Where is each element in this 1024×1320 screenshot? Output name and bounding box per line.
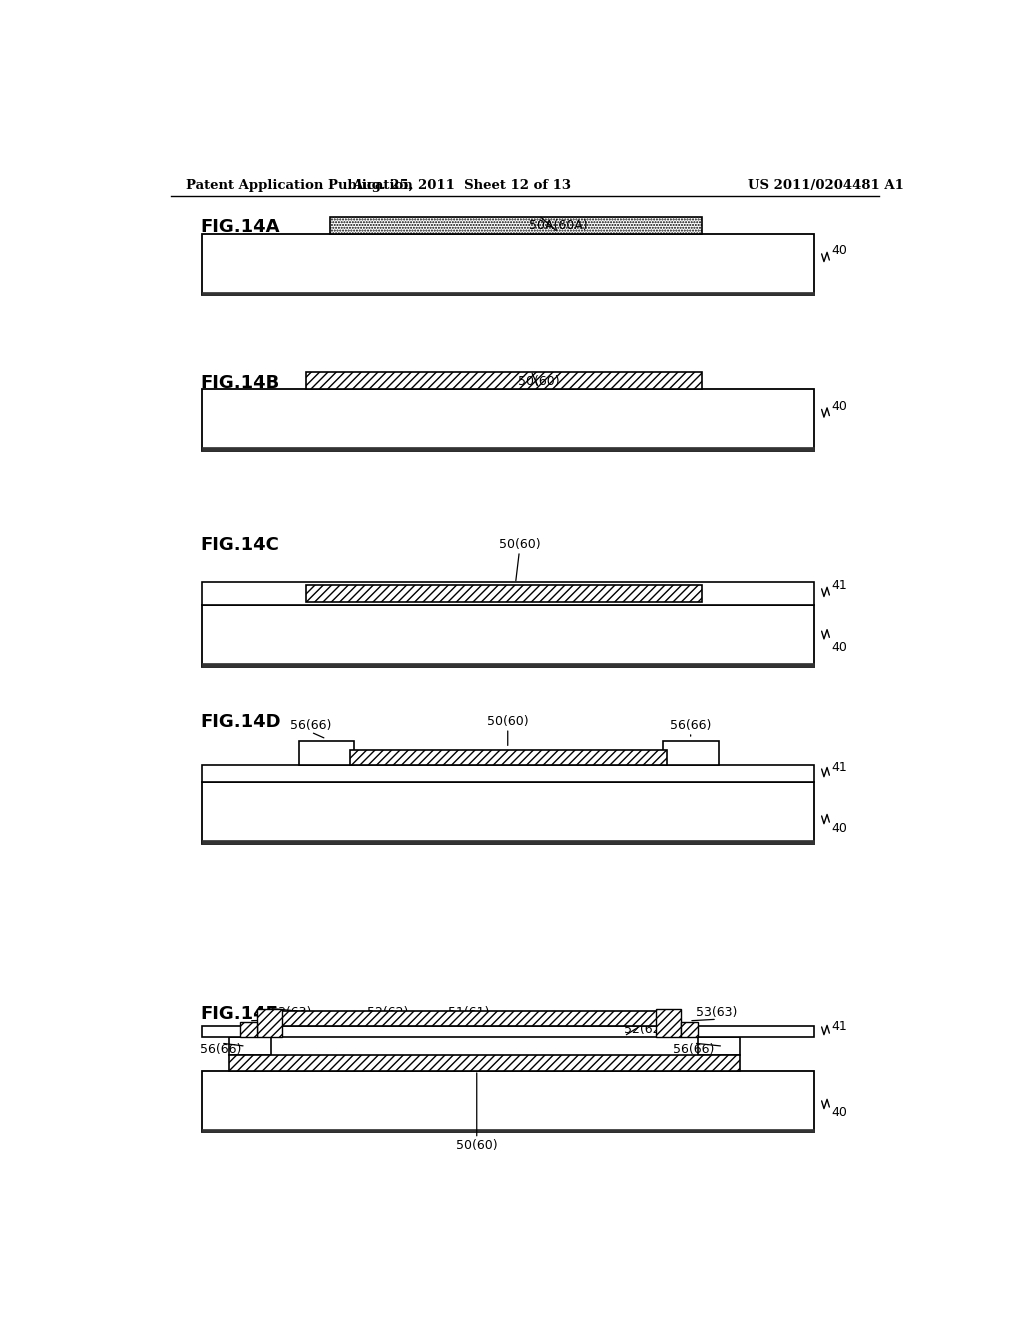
Bar [202, 234, 814, 296]
Text: Aug. 25, 2011  Sheet 12 of 13: Aug. 25, 2011 Sheet 12 of 13 [352, 178, 570, 191]
Text: FIG.14C: FIG.14C [200, 536, 279, 553]
Text: 52(62): 52(62) [624, 1023, 666, 1036]
Text: 41: 41 [831, 1020, 848, 1034]
Text: 50(60): 50(60) [499, 539, 541, 552]
Bar [202, 1129, 814, 1133]
Bar [280, 1011, 658, 1026]
Bar [228, 1038, 271, 1056]
Bar [306, 585, 701, 602]
Text: 50(60): 50(60) [456, 1139, 498, 1151]
Text: 56(66): 56(66) [201, 1043, 242, 1056]
Bar [306, 372, 701, 389]
Text: 41: 41 [831, 579, 848, 593]
Bar [681, 1022, 697, 1038]
Text: 40: 40 [831, 640, 848, 653]
Text: 51(61): 51(61) [449, 1006, 489, 1019]
Text: Patent Application Publication: Patent Application Publication [186, 178, 413, 191]
Bar [202, 781, 814, 843]
Bar [257, 1010, 283, 1038]
Bar [202, 663, 814, 667]
Text: 56(66): 56(66) [670, 719, 712, 733]
Bar [241, 1022, 257, 1038]
Text: 56(66): 56(66) [290, 719, 332, 733]
Text: 50(60): 50(60) [487, 715, 528, 729]
Bar [202, 766, 814, 781]
Bar [697, 1038, 740, 1056]
Text: 40: 40 [831, 822, 848, 834]
Text: 50(60): 50(60) [518, 375, 559, 388]
Text: 40: 40 [831, 244, 848, 257]
Bar [299, 741, 354, 766]
Text: 53(63): 53(63) [270, 1006, 311, 1019]
Text: 40: 40 [831, 400, 848, 413]
Bar [202, 389, 814, 451]
Bar [663, 741, 719, 766]
Text: 50A(60A): 50A(60A) [528, 219, 588, 232]
Text: FIG.14B: FIG.14B [200, 374, 280, 392]
Bar [202, 605, 814, 667]
Bar [202, 582, 814, 605]
Bar [202, 1026, 814, 1038]
Bar [350, 750, 667, 766]
Bar [202, 840, 814, 843]
Bar [202, 447, 814, 451]
Text: FIG.14E: FIG.14E [200, 1006, 278, 1023]
Text: 53(63): 53(63) [696, 1006, 737, 1019]
Bar [228, 1056, 740, 1071]
Text: 41: 41 [831, 760, 848, 774]
Bar [202, 292, 814, 296]
Text: FIG.14A: FIG.14A [200, 218, 280, 236]
Text: 52(62): 52(62) [367, 1006, 409, 1019]
Text: 56(66): 56(66) [673, 1043, 715, 1056]
Bar [330, 216, 701, 234]
Bar [655, 1010, 681, 1038]
Text: FIG.14D: FIG.14D [200, 713, 281, 731]
Text: US 2011/0204481 A1: US 2011/0204481 A1 [748, 178, 904, 191]
Bar [202, 1071, 814, 1133]
Text: 40: 40 [831, 1106, 848, 1119]
